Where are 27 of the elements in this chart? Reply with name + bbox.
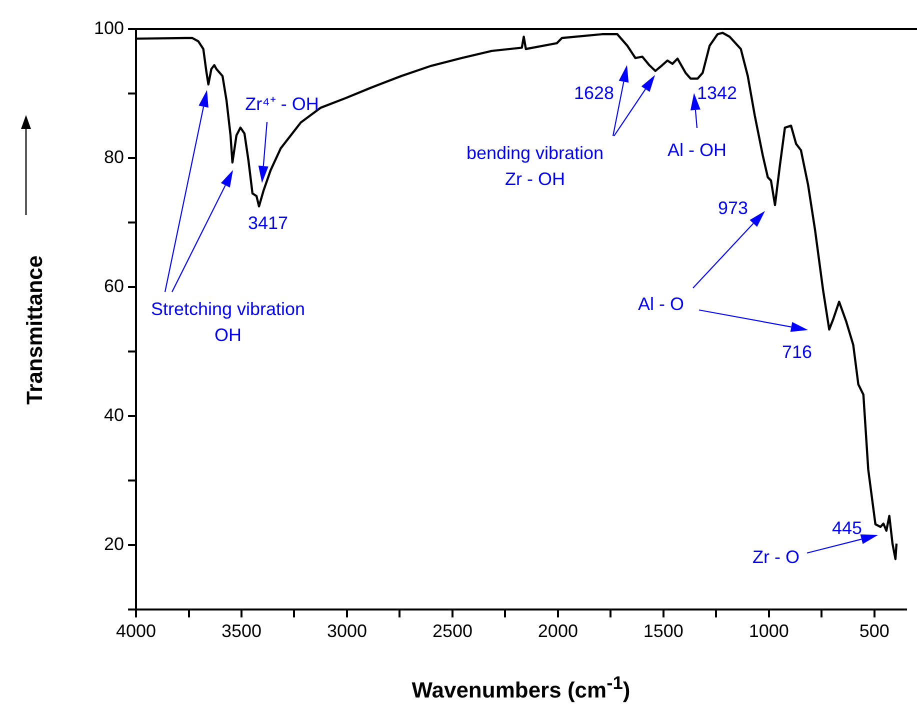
annotation: 1628 (574, 82, 614, 105)
y-tick-label: 100 (94, 18, 124, 38)
x-tick-label: 500 (859, 621, 890, 642)
annotation: 973 (718, 197, 748, 220)
annotation: Al - O (638, 293, 684, 316)
x-tick-label: 3500 (221, 621, 262, 642)
x-tick-label: 2500 (432, 621, 472, 642)
annotation: 3417 (248, 212, 288, 235)
x-tick-label: 1000 (748, 621, 789, 642)
annotation: 1342 (696, 82, 738, 105)
y-tick-label: 80 (104, 146, 124, 167)
y-tick-label: 20 (104, 534, 124, 554)
x-tick-label: 3000 (326, 621, 368, 642)
annotation: Al - OH (667, 139, 727, 162)
y-tick-label: 60 (104, 276, 124, 296)
annotation: bending vibration Zr - OH (466, 142, 604, 191)
y-axis-title: Transmittance (22, 255, 48, 405)
annotation: Zr⁴⁺ - OH (245, 93, 319, 116)
x-tick-label: 1500 (643, 621, 684, 642)
x-tick-label: 2000 (538, 621, 578, 642)
annotation: 445 (832, 517, 862, 540)
x-tick-label: 4000 (116, 621, 156, 642)
x-axis-title: Wavenumbers (cm$^{-1}$) (410, 672, 632, 704)
annotation: Zr - O (752, 546, 800, 569)
y-tick-label: 40 (104, 404, 124, 425)
annotation: Stretching vibration OH (150, 298, 306, 347)
annotation: 716 (782, 341, 812, 364)
